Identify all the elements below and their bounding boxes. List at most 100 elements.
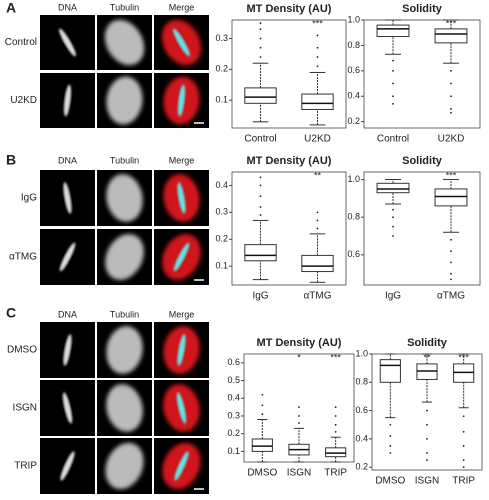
significance: *** bbox=[446, 170, 457, 180]
x-tick-label: TRIP bbox=[452, 476, 475, 487]
outlier bbox=[334, 423, 337, 426]
y-tick-label: 0.2 bbox=[215, 64, 228, 74]
x-tick-label: Control bbox=[244, 134, 276, 145]
outlier bbox=[426, 452, 428, 454]
box bbox=[244, 244, 277, 262]
column-header: Tubulin bbox=[110, 2, 139, 12]
outlier bbox=[392, 95, 394, 98]
spindle bbox=[106, 326, 143, 374]
outlier bbox=[392, 102, 394, 105]
column-header: Tubulin bbox=[110, 309, 139, 319]
y-tick-label: 0.3 bbox=[215, 33, 228, 43]
box bbox=[379, 359, 401, 383]
outlier bbox=[462, 445, 465, 447]
y-tick-label: 0.2 bbox=[347, 116, 360, 126]
dna bbox=[59, 242, 76, 272]
row-label: ISGN bbox=[13, 403, 37, 414]
outlier bbox=[316, 46, 319, 49]
row-label: Control bbox=[5, 37, 37, 48]
y-tick-label: 0.1 bbox=[215, 95, 228, 105]
outlier bbox=[450, 278, 452, 281]
outlier bbox=[316, 34, 319, 37]
spindle bbox=[104, 19, 145, 66]
y-tick-label: 1.0 bbox=[347, 14, 360, 24]
significance: *** bbox=[446, 18, 457, 28]
outlier bbox=[298, 406, 300, 409]
outlier bbox=[462, 415, 465, 418]
y-tick-label: 1.0 bbox=[355, 348, 368, 358]
outlier bbox=[259, 28, 262, 31]
outlier bbox=[316, 65, 319, 68]
x-tick-label: αTMG bbox=[304, 291, 332, 302]
x-tick-label: DMSO bbox=[375, 476, 405, 487]
column-header: Merge bbox=[169, 309, 195, 319]
box bbox=[301, 93, 334, 110]
y-tick-label: 0.8 bbox=[355, 377, 368, 387]
x-tick-label: ISGN bbox=[287, 468, 311, 479]
outlier bbox=[261, 413, 264, 416]
dna bbox=[59, 28, 76, 57]
chart-title: MT Density (AU) bbox=[247, 3, 332, 15]
column-header: DNA bbox=[58, 155, 77, 165]
outlier bbox=[298, 422, 300, 424]
outlier bbox=[450, 82, 452, 85]
outlier bbox=[426, 423, 428, 426]
panel-label: A bbox=[6, 0, 16, 16]
dna-merge bbox=[177, 182, 186, 214]
outlier bbox=[462, 459, 465, 461]
outlier bbox=[426, 437, 428, 440]
dna-merge bbox=[174, 451, 189, 481]
outlier bbox=[389, 445, 392, 447]
outlier bbox=[261, 393, 264, 396]
outlier bbox=[462, 430, 465, 433]
y-tick-label: 0.4 bbox=[227, 393, 240, 403]
row-label: DMSO bbox=[7, 345, 37, 356]
significance: ** bbox=[314, 170, 322, 180]
outlier bbox=[426, 409, 428, 412]
box bbox=[376, 182, 410, 194]
chart-title: MT Density (AU) bbox=[257, 337, 342, 349]
y-tick-label: 0.6 bbox=[347, 65, 360, 75]
column-header: Tubulin bbox=[110, 155, 139, 165]
chart-title: Solidity bbox=[402, 155, 443, 167]
outlier bbox=[259, 176, 262, 179]
box bbox=[301, 254, 334, 273]
outlier bbox=[259, 46, 262, 49]
column-header: DNA bbox=[58, 309, 77, 319]
outlier bbox=[259, 206, 262, 208]
dna bbox=[63, 182, 72, 214]
column-header: DNA bbox=[58, 2, 77, 12]
outlier bbox=[334, 406, 337, 409]
outlier bbox=[259, 214, 262, 216]
outlier bbox=[316, 211, 319, 214]
significance: * bbox=[297, 352, 301, 362]
outlier bbox=[259, 195, 262, 198]
y-tick-label: 0.1 bbox=[215, 261, 228, 271]
x-tick-label: U2KD bbox=[304, 134, 331, 145]
dna-merge bbox=[176, 392, 187, 424]
outlier bbox=[450, 95, 452, 98]
x-tick-label: ISGN bbox=[415, 476, 439, 487]
row-label: IgG bbox=[21, 193, 37, 204]
outlier bbox=[298, 415, 300, 417]
y-tick-label: 0.3 bbox=[227, 410, 240, 420]
spindle bbox=[105, 442, 144, 490]
plot-frame bbox=[231, 19, 347, 129]
row-label: U2KD bbox=[10, 95, 37, 106]
plot-frame bbox=[363, 19, 481, 129]
y-tick-label: 0.6 bbox=[227, 357, 240, 367]
y-tick-label: 0.4 bbox=[215, 180, 228, 190]
significance: *** bbox=[312, 18, 323, 28]
box bbox=[244, 87, 277, 104]
y-tick-label: 0.6 bbox=[355, 405, 368, 415]
chart-title: MT Density (AU) bbox=[247, 155, 332, 167]
x-tick-label: IgG bbox=[252, 291, 268, 302]
y-tick-label: 0.8 bbox=[347, 212, 360, 222]
x-tick-label: DMSO bbox=[247, 468, 277, 479]
x-tick-label: Control bbox=[377, 134, 409, 145]
spindle bbox=[106, 384, 143, 432]
outlier bbox=[316, 227, 319, 230]
y-tick-label: 0.4 bbox=[347, 91, 360, 101]
panel-label: B bbox=[6, 152, 16, 168]
